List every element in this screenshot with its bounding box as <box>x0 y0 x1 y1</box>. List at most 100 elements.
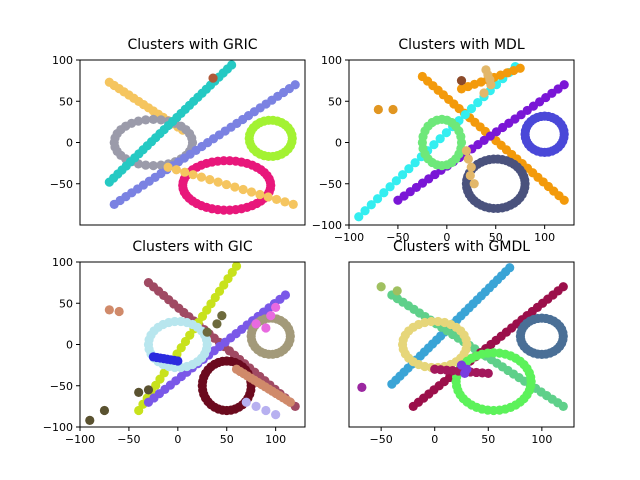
x-tick-label: 0 <box>443 231 450 244</box>
data-point <box>188 170 198 180</box>
points-group <box>357 263 568 416</box>
data-point <box>287 137 297 147</box>
data-point <box>217 311 227 321</box>
data-point <box>280 197 290 207</box>
x-tick-label: 100 <box>265 433 286 446</box>
data-point <box>483 368 493 378</box>
x-tick-label: −50 <box>386 231 409 244</box>
x-tick-label: 0 <box>174 433 181 446</box>
chart-title: Clusters with GMDL <box>393 239 530 255</box>
data-point <box>435 134 445 144</box>
data-point <box>463 154 473 164</box>
data-point <box>238 184 248 195</box>
data-point <box>366 200 376 210</box>
data-point <box>280 290 291 300</box>
data-point <box>148 161 158 171</box>
y-tick-label: 100 <box>52 256 73 269</box>
y-tick-label: 0 <box>66 339 73 352</box>
data-point <box>398 170 408 180</box>
y-tick-label: 0 <box>335 137 342 150</box>
x-tick-label: 50 <box>220 433 234 446</box>
data-point <box>246 385 256 395</box>
data-point <box>261 405 271 416</box>
data-point <box>558 282 568 292</box>
data-point <box>429 140 439 150</box>
data-point <box>99 405 110 416</box>
data-point <box>461 146 471 156</box>
data-point <box>201 344 212 354</box>
data-point <box>410 158 420 168</box>
data-point <box>404 164 414 174</box>
x-tick-label: −100 <box>65 433 95 446</box>
data-point <box>114 306 124 317</box>
data-point <box>141 115 151 125</box>
chart-1: −50 0 50 100 Clusters with GRIC <box>50 37 306 226</box>
points-group <box>354 62 569 222</box>
data-point <box>246 187 257 197</box>
data-point <box>379 188 389 198</box>
data-point <box>134 387 144 397</box>
data-point <box>261 323 271 333</box>
data-point <box>388 104 398 115</box>
data-point <box>466 104 477 114</box>
chart-4: −50 0 50 100 Clusters with GMDL <box>348 239 575 446</box>
data-point <box>143 385 154 395</box>
x-tick-label: 50 <box>489 231 503 244</box>
data-point <box>202 327 212 337</box>
y-tick-label: 0 <box>66 137 73 150</box>
data-point <box>196 172 207 182</box>
chart-title: Clusters with GIC <box>132 239 253 255</box>
chart-title: Clusters with MDL <box>398 37 524 53</box>
y-tick-label: 50 <box>59 297 73 310</box>
y-tick-label: 50 <box>328 95 342 108</box>
data-point <box>173 356 183 366</box>
data-point <box>156 115 166 125</box>
data-point <box>526 381 536 391</box>
y-tick-label: −100 <box>43 421 73 434</box>
data-point <box>385 182 395 192</box>
data-point <box>213 177 223 187</box>
data-point <box>559 133 569 143</box>
data-point <box>479 88 489 98</box>
data-point <box>486 80 496 90</box>
data-point <box>285 335 295 345</box>
data-point <box>392 286 402 296</box>
x-tick-label: −100 <box>334 231 364 244</box>
data-point <box>180 167 190 177</box>
data-point <box>372 194 383 204</box>
data-point <box>360 206 370 216</box>
data-point <box>460 110 470 120</box>
x-tick-label: 50 <box>481 433 495 446</box>
data-point <box>104 305 114 315</box>
y-tick-label: 100 <box>321 54 342 67</box>
data-point <box>241 397 251 407</box>
data-point <box>251 319 261 329</box>
data-point <box>255 189 265 200</box>
data-point <box>441 128 452 138</box>
data-point <box>373 104 383 115</box>
data-point <box>171 165 181 175</box>
y-tick-label: −50 <box>319 178 342 191</box>
data-point <box>85 415 95 425</box>
data-point <box>263 192 273 202</box>
x-tick-label: 100 <box>534 231 555 244</box>
data-point <box>505 263 515 273</box>
data-point <box>266 311 276 321</box>
data-point <box>251 401 261 411</box>
data-point <box>515 63 525 73</box>
x-tick-label: −50 <box>370 433 393 446</box>
x-tick-label: 0 <box>431 433 438 446</box>
data-point <box>391 176 401 186</box>
points-group <box>85 262 300 425</box>
data-point <box>290 80 300 90</box>
data-point <box>227 60 237 70</box>
data-point <box>271 410 281 420</box>
chart-title: Clusters with GRIC <box>127 37 257 53</box>
y-tick-label: −50 <box>50 178 73 191</box>
data-point <box>288 199 298 209</box>
x-tick-label: −50 <box>117 433 140 446</box>
data-point <box>461 344 471 354</box>
chart-3: −100 −50 0 50 100 −100 −50 0 50 100 Clusters with … <box>43 239 306 446</box>
data-point <box>559 80 569 90</box>
